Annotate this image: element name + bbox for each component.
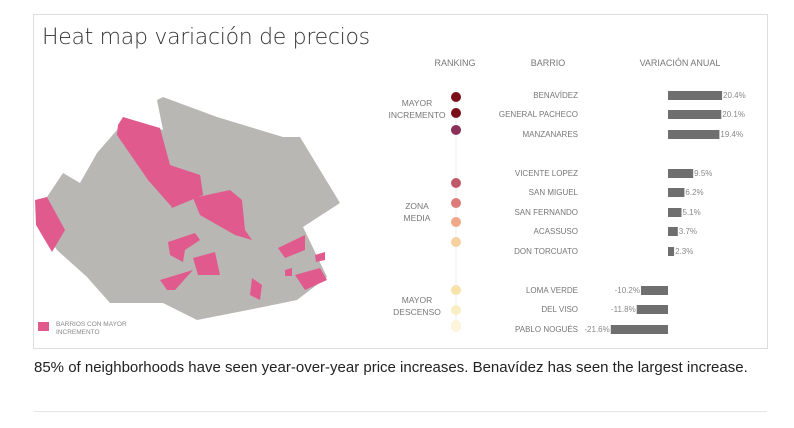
group-label: MAYOR [402,295,433,305]
legend-label: INCREMENTO [56,329,100,336]
map-highlight-area [285,268,292,276]
map-highlight-area [193,190,252,240]
value-bar [668,130,720,139]
group-label: DESCENSO [393,307,441,317]
barrio-label: BENAVÍDEZ [533,91,578,100]
header-ranking: RANKING [434,58,475,68]
value-label: 2.3% [675,247,693,256]
map-highlight-area [278,235,305,258]
group-label: MAYOR [402,98,433,108]
barrio-label: MANZANARES [522,130,578,139]
map-highlight-area [160,270,193,290]
value-label: 3.7% [679,227,697,236]
value-label: 9.5% [694,169,712,178]
group-label: ZONA [405,201,429,211]
map-highlight-area [315,252,325,262]
value-label: -10.2% [615,286,640,295]
value-label: 5.1% [683,208,701,217]
ranking-dot [451,108,461,118]
map-highlight-area [168,233,200,262]
map-highlight-area [193,252,220,275]
header-variacion: VARIACIÓN ANUAL [640,58,721,68]
map-highlight-area [250,278,262,300]
ranking-dot [451,217,461,227]
value-label: 20.4% [723,91,746,100]
barrio-label: VICENTE LOPEZ [515,169,578,178]
value-label: 20.1% [722,110,745,119]
value-label: 19.4% [720,130,743,139]
chart-title: Heat map variación de precios [42,25,370,50]
barrio-label: LOMA VERDE [526,286,578,295]
value-bar [668,110,722,119]
ranking-dot [451,305,461,315]
value-bar [610,325,668,334]
map-highlight-area [35,197,65,252]
value-label: -11.8% [611,305,636,314]
header-barrio: BARRIO [531,58,566,68]
value-bar [636,305,668,314]
value-bar [640,286,668,295]
value-bar [668,169,694,178]
ranking-dot [451,178,461,188]
barrio-label: SAN FERNANDO [514,208,578,217]
barrio-label: ACASSUSO [534,227,578,236]
ranking-dot [451,285,461,295]
ranking-dot [451,125,461,135]
group-label: MEDIA [404,213,431,223]
map-highlight-area [295,268,327,290]
map-highlight-area [163,175,203,208]
ranking-dot [451,198,461,208]
map-base [37,97,340,320]
value-label: 6.2% [685,188,703,197]
barrio-label: PABLO NOGUÉS [515,325,578,334]
value-bar [668,208,682,217]
legend-label: BARRIOS CON MAYOR [56,321,127,328]
legend-swatch [38,322,49,331]
caption: 85% of neighborhoods have seen year-over… [34,359,748,376]
barrio-label: DON TORCUATO [514,247,578,256]
value-bar [668,188,685,197]
barrio-label: GENERAL PACHECO [499,110,578,119]
ranking-dot [451,237,461,247]
value-bar [668,247,675,256]
ranking-dot [451,92,461,102]
value-bar [668,91,723,100]
barrio-label: DEL VISO [541,305,578,314]
barrio-label: SAN MIGUEL [529,188,579,197]
divider [34,411,767,412]
value-label: -21.6% [584,325,609,334]
value-bar [668,227,678,236]
group-label: INCREMENTO [389,110,446,120]
ranking-dot [451,322,461,332]
